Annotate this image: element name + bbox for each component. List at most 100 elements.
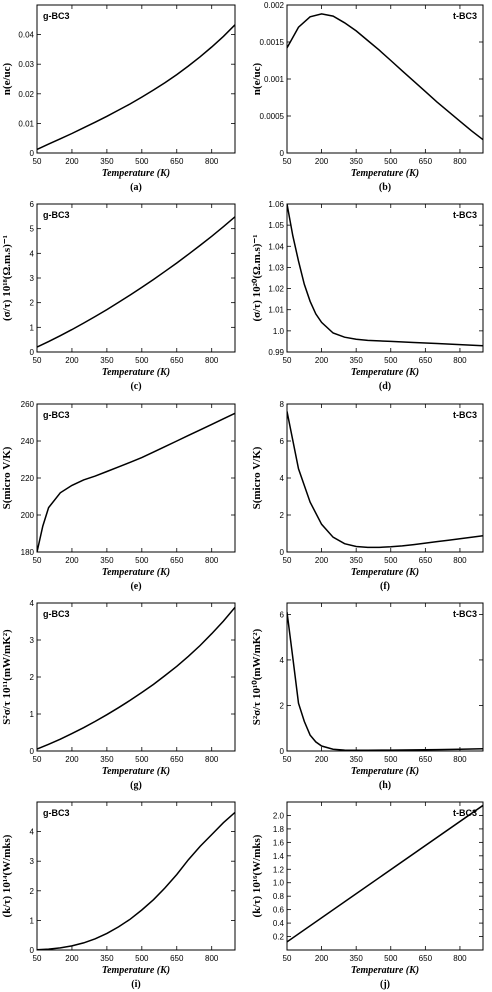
chart-panel-e: 50 200 350 500 650 800 180 200 220 240 260 g-BC3 Tem… xyxy=(1,400,236,592)
x-tick-label: 650 xyxy=(170,556,184,565)
y-tick-label: 1.01 xyxy=(268,306,284,315)
y-tick-label: 1.0 xyxy=(273,327,285,336)
y-tick-label: 0.02 xyxy=(18,90,34,99)
x-axis-label: Temperature (K) xyxy=(351,965,419,976)
y-axis-label: S²σ/τ 10¹⁰(mW/mK²) xyxy=(251,628,263,725)
y-tick-label: 2.0 xyxy=(273,811,285,820)
x-tick-label: 650 xyxy=(419,556,433,565)
chart-panel-g: 50 200 350 500 650 800 0 1 2 3 4 g-BC3 Temperature (… xyxy=(1,599,236,791)
x-tick-label: 800 xyxy=(453,157,467,166)
x-tick-label: 200 xyxy=(315,157,329,166)
series-line xyxy=(287,612,483,751)
y-tick-label: 6 xyxy=(280,610,285,619)
x-tick-label: 50 xyxy=(33,556,42,565)
x-tick-label: 650 xyxy=(419,755,433,764)
x-axis-label: Temperature (K) xyxy=(351,766,419,777)
x-axis-label: Temperature (K) xyxy=(351,367,419,378)
y-tick-label: 0 xyxy=(30,946,35,955)
plot-frame xyxy=(286,403,484,553)
y-tick-label: 0.01 xyxy=(18,119,34,128)
x-tick-label: 800 xyxy=(205,157,219,166)
chart-panel-h: 50 200 350 500 650 800 0 2 4 6 t-BC3 Temperature (K… xyxy=(251,602,484,791)
x-axis-label: Temperature (K) xyxy=(102,567,170,578)
x-tick-label: 50 xyxy=(283,755,292,764)
x-tick-label: 200 xyxy=(315,356,329,365)
material-label: t-BC3 xyxy=(453,609,477,619)
x-tick-label: 200 xyxy=(315,755,329,764)
panel-caption: (c) xyxy=(130,381,141,392)
x-tick-label: 200 xyxy=(65,356,79,365)
x-tick-label: 500 xyxy=(135,954,149,963)
chart-panel-d: 50 200 350 500 650 800 0.99 1.0 1.01 1.02 1.03 1.04… xyxy=(251,200,484,392)
x-tick-label: 500 xyxy=(135,157,149,166)
panel-caption: (j) xyxy=(380,979,390,990)
x-axis-label: Temperature (K) xyxy=(351,168,419,179)
y-tick-label: 2 xyxy=(280,701,285,710)
panel-caption: (b) xyxy=(379,182,391,193)
plot-frame xyxy=(286,4,484,154)
material-label: t-BC3 xyxy=(453,11,477,21)
y-tick-label: 2 xyxy=(30,887,35,896)
plot-frame xyxy=(36,602,236,752)
x-tick-label: 350 xyxy=(349,954,363,963)
x-tick-label: 50 xyxy=(283,556,292,565)
panel-caption: (i) xyxy=(131,979,140,990)
plot-frame xyxy=(36,801,236,951)
y-axis-label: (k/τ) 10¹⁶(W/mks) xyxy=(251,834,263,917)
y-tick-label: 0.002 xyxy=(264,1,285,10)
series-line xyxy=(37,412,235,552)
y-tick-label: 0.0005 xyxy=(260,112,285,121)
panel-caption: (g) xyxy=(130,780,142,791)
y-tick-label: 0 xyxy=(30,149,35,158)
x-tick-label: 800 xyxy=(453,755,467,764)
y-tick-label: 0.0015 xyxy=(260,38,285,47)
plot-frame xyxy=(286,203,484,353)
y-tick-label: 1.02 xyxy=(268,285,284,294)
panel-caption: (f) xyxy=(380,581,390,592)
x-tick-label: 350 xyxy=(100,755,114,764)
y-tick-label: 1.8 xyxy=(273,825,285,834)
panel-caption: (e) xyxy=(130,581,141,592)
y-tick-label: 4 xyxy=(30,249,35,258)
x-tick-label: 500 xyxy=(135,556,149,565)
x-axis-label: Temperature (K) xyxy=(102,965,170,976)
x-tick-label: 350 xyxy=(349,755,363,764)
y-tick-label: 3 xyxy=(30,857,35,866)
y-tick-label: 2 xyxy=(30,299,35,308)
panel-caption: (h) xyxy=(379,780,391,791)
series-line xyxy=(37,24,235,151)
series-line xyxy=(37,811,235,950)
x-tick-label: 350 xyxy=(349,356,363,365)
x-tick-label: 200 xyxy=(65,157,79,166)
y-axis-label: S²σ/τ 10¹¹(mW/mK²) xyxy=(1,629,13,725)
x-tick-label: 800 xyxy=(205,356,219,365)
y-tick-label: 0 xyxy=(280,149,285,158)
x-tick-label: 650 xyxy=(419,954,433,963)
y-tick-label: 220 xyxy=(21,474,35,483)
y-tick-label: 6 xyxy=(30,200,35,209)
x-tick-label: 200 xyxy=(65,954,79,963)
y-tick-label: 1 xyxy=(30,323,35,332)
x-tick-label: 500 xyxy=(384,556,398,565)
x-axis-label: Temperature (K) xyxy=(102,367,170,378)
x-tick-label: 50 xyxy=(283,356,292,365)
y-tick-label: 4 xyxy=(280,656,285,665)
y-axis-label: S(micro V/K) xyxy=(251,446,263,509)
y-tick-label: 0.03 xyxy=(18,60,34,69)
y-tick-label: 2 xyxy=(280,511,285,520)
x-tick-label: 650 xyxy=(419,356,433,365)
series-line xyxy=(287,204,483,347)
plot-frame xyxy=(286,602,484,752)
x-tick-label: 800 xyxy=(205,556,219,565)
x-tick-label: 800 xyxy=(205,755,219,764)
x-tick-label: 50 xyxy=(33,954,42,963)
x-tick-label: 500 xyxy=(384,356,398,365)
material-label: g-BC3 xyxy=(43,410,70,420)
x-tick-label: 800 xyxy=(453,356,467,365)
x-tick-label: 650 xyxy=(170,356,184,365)
chart-panel-b: 50 200 350 500 650 800 0 0.0005 0.001 0.0015 0.002… xyxy=(251,1,484,193)
x-tick-label: 350 xyxy=(100,356,114,365)
y-tick-label: 0 xyxy=(280,548,285,557)
series-line xyxy=(287,13,483,141)
